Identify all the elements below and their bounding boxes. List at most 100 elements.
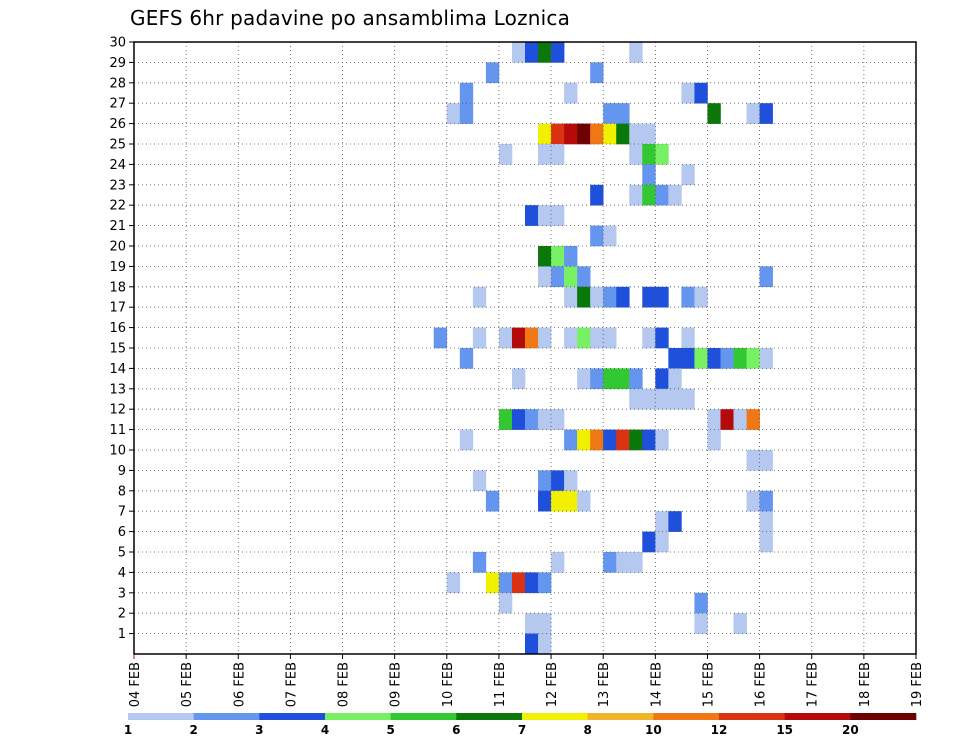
heatmap-cell xyxy=(655,388,669,410)
x-tick-label: 13 FEB xyxy=(597,662,612,707)
heatmap-cell xyxy=(616,429,630,451)
heatmap-cell xyxy=(616,552,630,573)
y-tick-label: 27 xyxy=(109,97,126,112)
y-tick-label: 18 xyxy=(109,280,126,295)
heatmap-cell xyxy=(564,429,578,451)
heatmap-cell xyxy=(759,348,773,369)
heatmap-cell xyxy=(629,123,643,145)
heatmap-cell xyxy=(603,429,617,451)
heatmap-cell xyxy=(616,286,630,308)
heatmap-cell xyxy=(759,490,773,512)
heatmap-cell xyxy=(538,266,552,288)
heatmap-cell xyxy=(525,633,539,655)
heatmap-cell xyxy=(759,531,773,553)
heatmap-cell xyxy=(655,144,669,165)
y-tick-label: 15 xyxy=(109,342,126,357)
legend-swatch xyxy=(259,713,326,720)
heatmap-cell xyxy=(707,409,721,430)
heatmap-cell xyxy=(564,470,578,492)
heatmap-cell xyxy=(590,286,604,308)
heatmap-cell xyxy=(603,286,617,308)
heatmap-cell xyxy=(603,103,617,124)
legend-label: 15 xyxy=(776,723,793,737)
heatmap-cell xyxy=(655,531,669,553)
heatmap-cell xyxy=(681,164,695,186)
x-tick-label: 11 FEB xyxy=(493,662,508,707)
heatmap-cell xyxy=(655,368,669,390)
heatmap-cell xyxy=(564,266,578,288)
heatmap-cell xyxy=(538,42,552,63)
heatmap-cell xyxy=(551,470,565,492)
heatmap-cell xyxy=(511,572,526,594)
y-tick-label: 12 xyxy=(109,403,126,418)
y-tick-label: 28 xyxy=(109,76,126,91)
legend-swatch xyxy=(522,713,588,720)
heatmap-cell xyxy=(616,123,630,145)
heatmap-cell xyxy=(498,572,513,594)
heatmap-cell xyxy=(681,348,695,369)
heatmap-cell xyxy=(590,368,604,390)
heatmap-cell xyxy=(538,572,552,594)
heatmap-cell xyxy=(577,123,591,145)
heatmap-cell xyxy=(694,286,708,308)
heatmap-cell xyxy=(472,286,487,308)
heatmap-cell xyxy=(577,327,591,349)
heatmap-cell xyxy=(564,327,578,349)
heatmap-cell xyxy=(694,348,708,369)
y-tick-label: 30 xyxy=(109,36,126,51)
heatmap-cell xyxy=(642,286,656,308)
heatmap-cell xyxy=(538,246,552,267)
heatmap-cell xyxy=(459,103,474,124)
heatmap-cell xyxy=(485,490,500,512)
y-axis: 1234567891011121314151617181920212223242… xyxy=(109,36,134,642)
heatmap-cell xyxy=(642,184,656,206)
heatmap-cell xyxy=(538,633,552,655)
x-axis: 04 FEB 05 FEB 06 FEB 07 FEB 08 FEB 09 FEB 10 F… xyxy=(128,654,925,707)
heatmap-cell xyxy=(655,511,669,532)
heatmap-cell xyxy=(759,511,773,532)
heatmap-cell xyxy=(538,205,552,226)
heatmap-cell xyxy=(551,490,565,512)
legend-swatch xyxy=(653,713,720,720)
heatmap-cell xyxy=(590,184,604,206)
heatmap-cell xyxy=(538,327,552,349)
heatmap-cell xyxy=(459,429,474,451)
heatmap-cell xyxy=(642,531,656,553)
heatmap-cell xyxy=(498,592,513,614)
y-tick-label: 19 xyxy=(109,260,126,275)
heatmap-cell xyxy=(746,103,760,124)
heatmap-cell xyxy=(733,613,747,634)
y-tick-label: 26 xyxy=(109,117,126,132)
heatmap-cell xyxy=(603,368,617,390)
heatmap-cell xyxy=(511,327,526,349)
heatmap-cell xyxy=(485,62,500,84)
legend-swatch xyxy=(587,713,654,720)
x-tick-label: 07 FEB xyxy=(284,662,299,707)
legend-label: 5 xyxy=(386,723,394,737)
heatmap-cell xyxy=(498,409,513,430)
heatmap-cell xyxy=(472,552,487,573)
y-tick-label: 2 xyxy=(118,607,126,622)
heatmap-cell xyxy=(629,184,643,206)
heatmap-cell xyxy=(538,490,552,512)
heatmap-cell xyxy=(746,409,760,430)
legend-label: 12 xyxy=(711,723,728,737)
heatmap-cell xyxy=(681,327,695,349)
heatmap-cell xyxy=(720,348,734,369)
heatmap-cell xyxy=(538,123,552,145)
heatmap-cell xyxy=(642,164,656,186)
heatmap-cell xyxy=(525,205,539,226)
x-tick-label: 19 FEB xyxy=(910,662,925,707)
y-tick-label: 24 xyxy=(109,158,126,173)
heatmap-cell xyxy=(590,123,604,145)
heatmap-cell xyxy=(498,144,513,165)
heatmap-cell xyxy=(564,286,578,308)
heatmap-cell xyxy=(551,409,565,430)
heatmap-cell xyxy=(629,552,643,573)
heatmap-cell xyxy=(564,82,578,104)
heatmap-cell xyxy=(668,511,682,532)
heatmap-cell xyxy=(564,246,578,267)
heatmap-cell xyxy=(551,205,565,226)
heatmap-cell xyxy=(459,348,474,369)
heatmap-cell xyxy=(603,552,617,573)
